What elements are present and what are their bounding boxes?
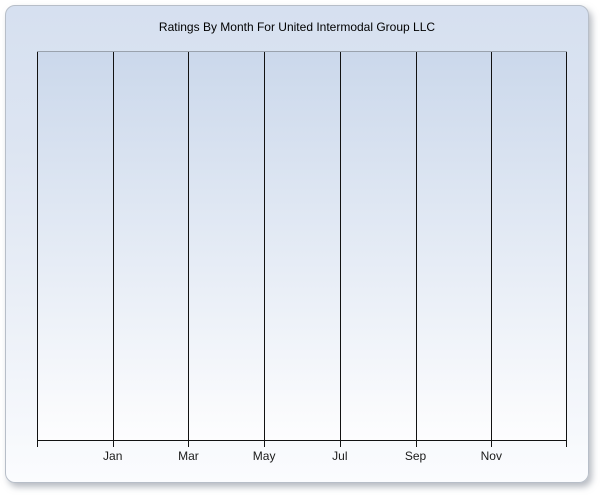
chart-panel: Ratings By Month For United Intermodal G… (5, 5, 589, 483)
chart-title: Ratings By Month For United Intermodal G… (158, 20, 436, 34)
x-axis-tick-label: Sep (404, 449, 427, 463)
axis-tick (415, 440, 417, 447)
axis-tick (339, 440, 341, 447)
axis-tick (37, 440, 38, 447)
x-axis-tick-label: Nov (480, 449, 502, 463)
x-axis-tick-label: Jan (103, 449, 123, 463)
gridline (112, 52, 114, 440)
plot-edge-line (37, 52, 38, 440)
gridline (491, 52, 493, 440)
x-axis-tick-label: May (252, 449, 276, 463)
axis-tick (491, 440, 493, 447)
plot-edge-line (566, 52, 567, 440)
gridline (339, 52, 341, 440)
gridline (188, 52, 190, 440)
axis-tick (112, 440, 114, 447)
axis-tick (188, 440, 190, 447)
x-axis-tick-label: Jul (332, 449, 348, 463)
plot-area: Jan Mar May Jul Sep Nov (37, 51, 567, 463)
x-axis-tick-label: Mar (178, 449, 199, 463)
gridline (415, 52, 417, 440)
axis-tick (264, 440, 266, 447)
gridline (264, 52, 266, 440)
axis-tick (566, 440, 567, 447)
